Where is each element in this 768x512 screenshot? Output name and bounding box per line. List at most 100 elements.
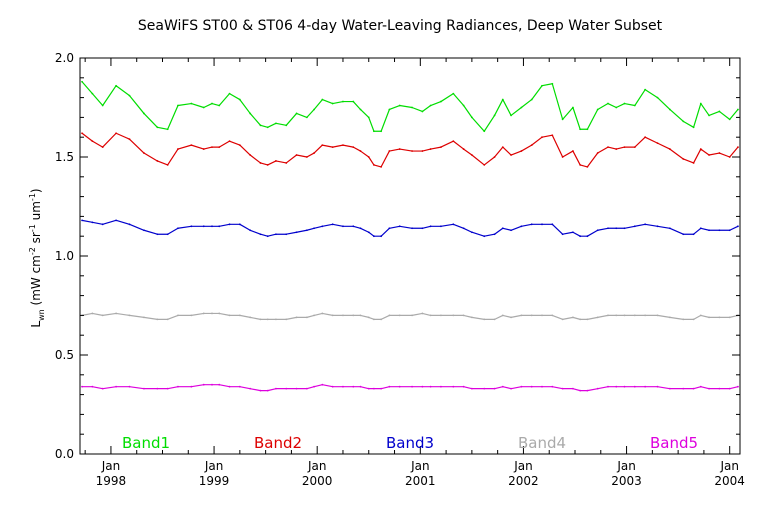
data-point-band4 (266, 318, 269, 321)
data-point-band2 (462, 148, 465, 150)
data-point-band2 (452, 140, 455, 143)
data-point-band4 (596, 316, 599, 319)
data-point-band5 (359, 385, 362, 388)
data-point-band5 (682, 387, 685, 390)
data-point-band4 (510, 316, 512, 319)
data-point-band2 (367, 156, 370, 158)
data-point-band5 (493, 387, 496, 390)
data-point-band4 (101, 314, 104, 317)
data-point-band5 (561, 387, 564, 390)
x-ticks-layer: Jan1998Jan1999Jan2000Jan2001Jan2002Jan20… (84, 58, 745, 488)
data-point-band4 (305, 316, 308, 319)
data-point-band1 (510, 114, 512, 117)
data-point-band2 (561, 156, 564, 158)
data-point-band3 (218, 225, 221, 228)
data-point-band1 (91, 92, 94, 95)
data-point-band1 (493, 114, 496, 117)
data-point-band2 (359, 150, 362, 152)
data-point-band3 (501, 227, 504, 230)
x-tick-label-year: 2003 (611, 474, 642, 488)
data-point-band2 (321, 144, 324, 147)
data-point-band3 (668, 227, 671, 230)
data-point-band4 (373, 318, 375, 321)
data-point-band1 (190, 102, 193, 105)
x-tick-label-month: Jan (719, 459, 739, 473)
y-tick-label: 0.0 (55, 447, 74, 461)
data-point-band5 (128, 385, 131, 388)
data-point-band5 (708, 387, 710, 390)
data-point-band4 (411, 314, 413, 317)
data-point-band3 (633, 225, 636, 228)
data-point-band4 (615, 314, 618, 317)
data-point-band4 (259, 318, 262, 321)
data-point-band5 (388, 385, 391, 388)
data-point-band2 (644, 136, 647, 139)
data-point-band2 (177, 148, 179, 150)
data-point-band2 (656, 142, 659, 145)
data-point-band2 (470, 154, 473, 156)
x-tick-label-year: 1999 (199, 474, 230, 488)
data-point-band5 (321, 383, 324, 386)
data-point-band1 (462, 104, 465, 107)
data-point-band2 (190, 144, 193, 147)
data-point-band4 (380, 318, 383, 321)
data-point-band5 (313, 385, 315, 388)
data-point-band2 (501, 146, 504, 149)
legend-item-band3: Band3 (386, 434, 434, 452)
data-point-band5 (452, 385, 455, 388)
data-point-band5 (373, 387, 375, 390)
data-point-band4 (156, 318, 159, 321)
data-point-band5 (579, 389, 582, 392)
data-point-band3 (682, 233, 685, 236)
data-point-band4 (708, 316, 710, 319)
data-point-band3 (295, 231, 298, 234)
x-tick-label-year: 2002 (508, 474, 539, 488)
data-point-band2 (520, 150, 523, 152)
data-point-band3 (331, 223, 334, 226)
data-point-band5 (275, 387, 277, 390)
data-point-band2 (166, 164, 169, 166)
y-axis-label-main-sub: wn (37, 309, 46, 321)
legend: Band1 Band2 Band3 Band4 Band5 (122, 434, 698, 452)
data-point-band4 (166, 318, 169, 321)
data-point-band3 (510, 229, 512, 232)
data-point-band1 (737, 108, 739, 111)
data-point-band2 (373, 164, 375, 166)
data-point-band2 (91, 140, 94, 143)
data-point-band5 (530, 385, 533, 388)
data-point-band4 (483, 318, 486, 321)
data-point-band4 (275, 318, 277, 321)
data-point-band4 (218, 312, 221, 315)
data-point-band2 (596, 152, 599, 154)
data-point-band1 (359, 108, 362, 111)
data-point-band5 (156, 387, 159, 390)
data-point-band5 (211, 383, 213, 386)
data-point-band3 (579, 235, 582, 238)
data-point-band1 (388, 108, 391, 111)
data-point-band4 (541, 314, 543, 317)
data-point-band1 (421, 110, 424, 113)
data-point-band4 (342, 314, 344, 317)
x-tick-label-month: Jan (204, 459, 224, 473)
data-point-band1 (218, 104, 221, 107)
chart-title: SeaWiFS ST00 & ST06 4-day Water-Leaving … (138, 18, 663, 34)
data-point-band3 (352, 225, 355, 228)
data-point-band4 (633, 314, 636, 317)
data-point-band3 (305, 229, 308, 232)
data-point-band3 (411, 227, 413, 230)
data-point-band2 (249, 154, 252, 156)
data-point-band4 (228, 314, 231, 317)
data-point-band2 (238, 144, 241, 147)
data-point-band3 (561, 233, 564, 236)
y-axis-label-mid1: sr (29, 232, 43, 247)
data-point-band4 (91, 312, 94, 315)
data-point-band1 (177, 104, 179, 107)
y-axis-label-main: L (29, 321, 43, 328)
data-point-band5 (342, 385, 344, 388)
data-point-band5 (520, 385, 523, 388)
data-point-band4 (249, 316, 252, 319)
data-point-band5 (166, 387, 169, 390)
data-point-band4 (331, 314, 334, 317)
data-point-band3 (249, 229, 252, 232)
data-point-band4 (586, 318, 589, 321)
